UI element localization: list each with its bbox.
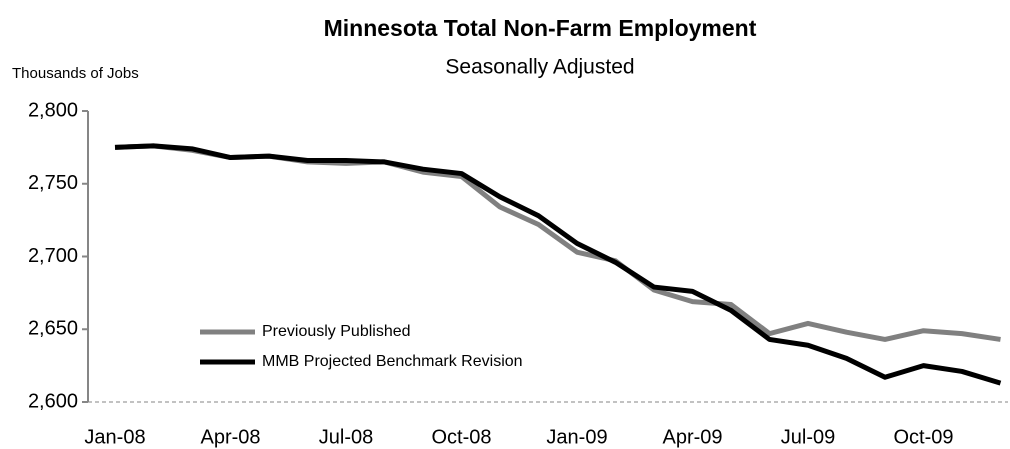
legend-label: MMB Projected Benchmark Revision (262, 353, 523, 370)
x-tick-label: Jan-09 (546, 426, 607, 448)
legend-label: Previously Published (262, 323, 411, 340)
chart-subtitle: Seasonally Adjusted (445, 56, 634, 79)
x-tick-label: Apr-08 (200, 426, 260, 448)
series-line (114, 143, 1001, 342)
x-tick-label: Oct-09 (893, 426, 953, 448)
y-tick-label: 2,750 (28, 172, 78, 194)
y-tick-label: 2,650 (28, 318, 78, 340)
y-axis-label: Thousands of Jobs (12, 65, 139, 82)
series-line (114, 143, 1002, 386)
y-tick-label: 2,600 (28, 390, 78, 412)
chart-title: Minnesota Total Non-Farm Employment (324, 15, 757, 41)
x-tick-label: Jul-09 (781, 426, 835, 448)
y-tick-label: 2,800 (28, 99, 78, 121)
y-tick-label: 2,700 (28, 245, 78, 267)
x-tick-label: Apr-09 (662, 426, 722, 448)
x-tick-label: Jan-08 (84, 426, 145, 448)
x-tick-label: Jul-08 (319, 426, 373, 448)
x-tick-label: Oct-08 (431, 426, 491, 448)
